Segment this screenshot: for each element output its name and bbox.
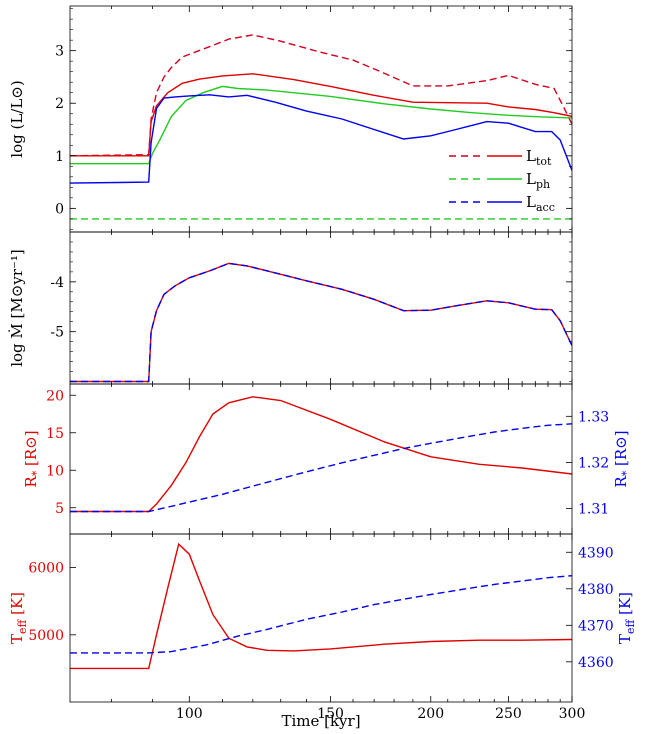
panel-temperature-frame	[69, 533, 573, 703]
temperature-ytick-right-label: 4390	[578, 545, 614, 561]
panel-radius-ylabel-right: R* [R⊙]	[612, 430, 633, 487]
legend-label-ltot: Ltot	[526, 147, 552, 168]
luminosity-series-1	[70, 73, 572, 157]
panel-luminosity-frame	[69, 5, 573, 233]
panel-radius-ylabel-left: R* [R⊙]	[22, 430, 43, 487]
radius-ytick-right-label: 1.33	[578, 409, 609, 425]
panel-temperature-ylabel-left: Teff [K]	[8, 592, 29, 644]
legend-label-lacc: Lacc	[526, 193, 555, 214]
temperature-ytick-right-label: 4380	[578, 582, 614, 598]
panel-accretion-frame	[69, 231, 573, 385]
radius-series-1	[70, 423, 572, 513]
x-tick-label: 150	[317, 706, 344, 722]
accretion-ytick-label: -4	[50, 275, 64, 291]
luminosity-series-4	[70, 94, 572, 184]
radius-ytick-label: 15	[46, 426, 64, 442]
temperature-series-1	[70, 575, 572, 654]
x-tick-label: 250	[495, 706, 522, 722]
radius-ytick-label: 5	[55, 501, 64, 517]
x-tick-label: 300	[559, 706, 586, 722]
luminosity-series-2	[70, 85, 572, 165]
x-tick-label: 100	[176, 706, 203, 722]
accretion-series-1	[70, 262, 572, 383]
x-tick-label: 200	[417, 706, 444, 722]
panel-temperature: 5000 6000 4360 4370 4380 4390 Teff [K] Teff […	[8, 533, 637, 703]
panel-temperature-ylabel-right: Teff [K]	[616, 592, 637, 644]
x-axis-title: Time [kyr]	[281, 712, 360, 730]
temperature-ytick-right-label: 4370	[578, 618, 614, 634]
luminosity-ytick-label: 2	[55, 96, 64, 112]
luminosity-ytick-label: 1	[55, 149, 64, 165]
panel-accretion: -4 -5 log Ṁ [M⊙yr⁻¹]	[8, 231, 573, 385]
radius-ytick-label: 20	[46, 388, 64, 404]
accretion-ytick-label: -5	[50, 325, 64, 341]
legend-label-lph: Lph	[526, 170, 550, 191]
luminosity-series-0	[70, 34, 572, 157]
panel-luminosity-ylabel: log (L/L⊙)	[8, 80, 26, 157]
temperature-series-0	[70, 542, 572, 670]
temperature-ytick-right-label: 4360	[578, 655, 614, 671]
radius-series-0	[70, 396, 572, 513]
luminosity-ytick-label: 0	[55, 201, 64, 217]
legend: Ltot Lph Lacc	[449, 147, 555, 214]
panel-accretion-ylabel: log Ṁ [M⊙yr⁻¹]	[8, 249, 26, 367]
luminosity-ytick-label: 3	[55, 44, 64, 60]
panel-luminosity: 0 1 2 3 log (L/L⊙) Ltot Lph Lacc	[8, 5, 573, 233]
panel-radius: 5 10 15 20 1.31 1.32 1.33 R* [R⊙] R* [R⊙]	[22, 383, 633, 535]
radius-ytick-label: 10	[46, 463, 64, 479]
accretion-series-0	[70, 262, 572, 383]
radius-ytick-right-label: 1.31	[578, 502, 609, 518]
radius-ytick-right-label: 1.32	[578, 455, 609, 471]
temperature-ytick-label: 6000	[28, 561, 64, 577]
temperature-ytick-label: 5000	[28, 628, 64, 644]
